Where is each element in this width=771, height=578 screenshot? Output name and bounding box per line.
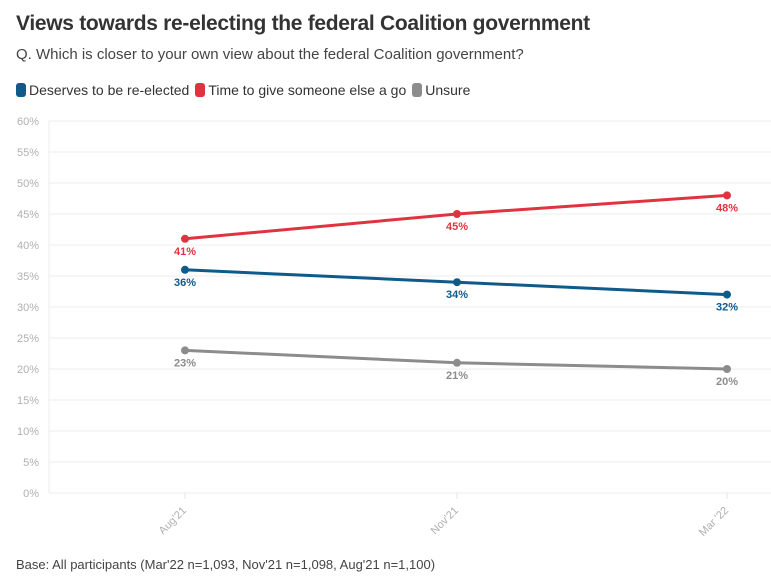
data-point	[723, 191, 731, 200]
y-tick-label: 20%	[17, 364, 39, 376]
y-tick-label: 15%	[17, 395, 39, 407]
y-tick-label: 10%	[17, 426, 39, 438]
data-label: 36%	[174, 277, 196, 289]
chart-title: Views towards re-electing the federal Co…	[16, 12, 590, 35]
x-tick-label: Nov'21	[429, 505, 461, 537]
y-tick-label: 45%	[17, 209, 39, 221]
y-tick-label: 60%	[17, 116, 39, 128]
chart-footer-note: Base: All participants (Mar'22 n=1,093, …	[16, 557, 436, 572]
data-label: 23%	[174, 357, 196, 369]
y-tick-label: 40%	[17, 240, 39, 252]
data-label: 41%	[174, 246, 196, 258]
data-label: 48%	[716, 202, 738, 214]
data-point	[181, 346, 189, 355]
y-tick-label: 35%	[17, 271, 39, 283]
legend-label-deserves: Deserves to be re-elected	[29, 82, 190, 98]
y-tick-label: 30%	[17, 302, 39, 314]
data-point	[453, 210, 461, 218]
data-point	[453, 278, 461, 287]
data-label: 45%	[446, 221, 468, 233]
data-label: 34%	[446, 289, 468, 301]
x-tick-label: Aug'21	[157, 505, 189, 537]
data-point	[723, 290, 731, 299]
y-tick-label: 55%	[17, 147, 39, 159]
data-point	[181, 265, 189, 274]
data-point	[181, 234, 189, 243]
chart-subtitle: Q. Which is closer to your own view abou…	[16, 46, 524, 63]
x-tick-label: Mar '22	[697, 505, 731, 539]
data-label: 32%	[716, 302, 738, 314]
legend-item-time-for-change[interactable]: Time to give someone else a go	[195, 82, 406, 98]
legend-swatch-time-for-change	[195, 83, 206, 97]
y-tick-label: 0%	[23, 488, 39, 500]
y-tick-label: 25%	[17, 333, 39, 345]
legend-label-time-for-change: Time to give someone else a go	[208, 82, 407, 98]
data-label: 21%	[446, 370, 468, 382]
legend: Deserves to be re-elected Time to give s…	[16, 82, 476, 98]
legend-item-deserves[interactable]: Deserves to be re-elected	[16, 82, 189, 98]
legend-item-unsure[interactable]: Unsure	[412, 82, 470, 98]
legend-label-unsure: Unsure	[425, 82, 471, 98]
data-label: 20%	[716, 376, 738, 388]
y-tick-label: 5%	[23, 457, 39, 469]
data-point	[453, 358, 461, 367]
legend-swatch-deserves	[16, 83, 26, 97]
data-point	[723, 365, 731, 373]
legend-swatch-unsure	[412, 83, 423, 97]
y-tick-label: 50%	[17, 178, 39, 190]
